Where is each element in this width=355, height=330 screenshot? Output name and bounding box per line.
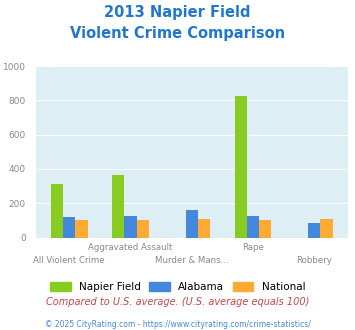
Text: Murder & Mans...: Murder & Mans... xyxy=(155,256,229,265)
Bar xyxy=(186,210,198,238)
Text: Robbery: Robbery xyxy=(296,256,332,265)
Bar xyxy=(63,217,75,238)
Text: Violent Crime Comparison: Violent Crime Comparison xyxy=(70,26,285,41)
Text: Compared to U.S. average. (U.S. average equals 100): Compared to U.S. average. (U.S. average … xyxy=(46,297,309,307)
Bar xyxy=(198,219,210,238)
Bar xyxy=(124,216,137,238)
Text: 2013 Napier Field: 2013 Napier Field xyxy=(104,5,251,20)
Text: Aggravated Assault: Aggravated Assault xyxy=(88,243,173,251)
Text: Rape: Rape xyxy=(242,243,264,251)
Bar xyxy=(308,223,320,238)
Bar xyxy=(137,219,149,238)
Bar xyxy=(75,219,88,238)
Bar xyxy=(112,175,124,238)
Bar xyxy=(51,184,63,238)
Bar xyxy=(235,96,247,238)
Bar xyxy=(320,219,333,238)
Legend: Napier Field, Alabama, National: Napier Field, Alabama, National xyxy=(45,278,310,296)
Text: © 2025 CityRating.com - https://www.cityrating.com/crime-statistics/: © 2025 CityRating.com - https://www.city… xyxy=(45,320,310,329)
Text: All Violent Crime: All Violent Crime xyxy=(33,256,105,265)
Bar xyxy=(247,216,259,238)
Bar xyxy=(259,219,271,238)
